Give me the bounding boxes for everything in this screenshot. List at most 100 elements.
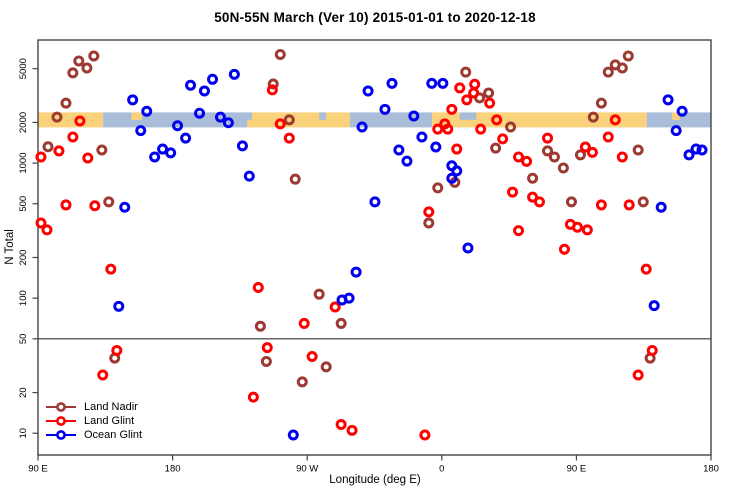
data-point-land-glint [616,151,628,163]
y-tick-label: 20 [18,387,29,398]
data-point-land-nadir [423,217,435,229]
data-point-land-glint [586,146,598,158]
data-point-land-glint [507,186,519,198]
legend-item-land-nadir: Land Nadir [45,400,142,414]
data-point-ocean-glint [172,120,184,132]
land-ocean-strip-patch [131,112,142,120]
data-point-land-nadir [73,55,85,67]
land-ocean-strip-patch [672,112,680,120]
data-point-land-glint [581,224,593,236]
data-point-land-nadir [616,62,628,74]
data-point-land-glint [623,199,635,211]
data-point-ocean-glint [655,201,667,213]
land-nadir-marker-icon [46,402,76,412]
data-point-ocean-glint [149,151,161,163]
data-point-land-glint [484,97,496,109]
data-point-ocean-glint [690,143,702,155]
data-point-land-glint [419,429,431,441]
data-point-land-nadir [51,111,63,123]
data-point-land-glint [346,424,358,436]
data-point-ocean-glint [243,170,255,182]
data-point-land-glint [35,217,47,229]
legend-label-ocean-glint: Ocean Glint [84,429,143,441]
legend-item-ocean-glint: Ocean Glint [45,428,142,442]
data-point-ocean-glint [356,121,368,133]
data-point-land-nadir [296,376,308,388]
data-point-land-nadir [88,50,100,62]
data-point-land-nadir [574,149,586,161]
data-point-land-glint [527,191,539,203]
data-point-land-nadir [632,144,644,156]
legend-label-land-glint: Land Glint [84,415,135,427]
data-point-ocean-glint [185,79,197,91]
data-point-ocean-glint [180,132,192,144]
data-point-ocean-glint [648,300,660,312]
data-point-land-glint [491,114,503,126]
data-point-land-nadir [260,355,272,367]
y-tick-label: 5000 [18,58,29,79]
data-point-land-nadir [320,361,332,373]
data-point-land-glint [329,301,341,313]
data-point-land-glint [513,151,525,163]
data-point-land-glint [432,123,444,135]
data-point-land-glint [640,263,652,275]
data-point-land-glint [579,141,591,153]
y-tick-label: 1000 [18,153,29,174]
data-point-land-glint [89,200,101,212]
data-point-land-glint [542,132,554,144]
x-tick-label: 90 E [567,464,587,475]
data-point-ocean-glint [408,110,420,122]
data-point-ocean-glint [430,141,442,153]
chart-title: 50N-55N March (Ver 10) 2015-01-01 to 202… [214,10,536,25]
land-ocean-strip-segment [38,112,104,128]
data-point-land-glint [602,131,614,143]
data-point-land-glint [442,123,454,135]
land-ocean-strip-patch [242,112,252,120]
data-point-ocean-glint [198,85,210,97]
land-ocean-strip-segment [432,112,647,128]
data-point-land-nadir [60,97,72,109]
data-point-land-glint [513,225,525,237]
data-point-land-glint [461,94,473,106]
data-point-ocean-glint [379,103,391,115]
data-point-land-nadir [602,66,614,78]
data-point-land-glint [261,342,273,354]
data-point-land-glint [298,317,310,329]
data-point-land-nadir [548,151,560,163]
data-point-ocean-glint [236,140,248,152]
data-point-land-glint [97,369,109,381]
data-point-land-glint [74,115,86,127]
y-tick-label: 500 [18,196,29,212]
data-point-land-glint [247,391,259,403]
data-point-ocean-glint [135,125,147,137]
legend-item-land-glint: Land Glint [45,414,142,428]
data-point-land-glint [60,199,72,211]
x-tick-label: 180 [165,464,181,475]
data-point-land-nadir [542,145,554,157]
x-tick-label: 0 [439,464,444,475]
data-point-land-glint [105,263,117,275]
data-point-land-glint [446,103,458,115]
data-point-ocean-glint [207,73,219,85]
data-point-land-glint [468,87,480,99]
data-point-ocean-glint [670,125,682,137]
data-point-land-glint [609,114,621,126]
data-point-land-glint [595,199,607,211]
data-point-land-nadir [274,48,286,60]
data-point-land-nadir [432,182,444,194]
data-point-land-glint [283,132,295,144]
data-point-land-glint [646,344,658,356]
legend: Land Nadir Land Glint Ocean Glint [45,400,142,442]
data-point-ocean-glint [446,172,458,184]
data-point-ocean-glint [194,107,206,119]
land-ocean-strip-patch [459,112,477,120]
data-point-land-glint [571,221,583,233]
data-point-ocean-glint [287,429,299,441]
data-point-land-nadir [81,62,93,74]
y-tick-label: 200 [18,250,29,266]
x-tick-label: 90 E [28,464,48,475]
data-point-land-glint [266,84,278,96]
data-point-land-glint [306,350,318,362]
data-point-land-nadir [637,196,649,208]
y-tick-label: 2000 [18,112,29,133]
